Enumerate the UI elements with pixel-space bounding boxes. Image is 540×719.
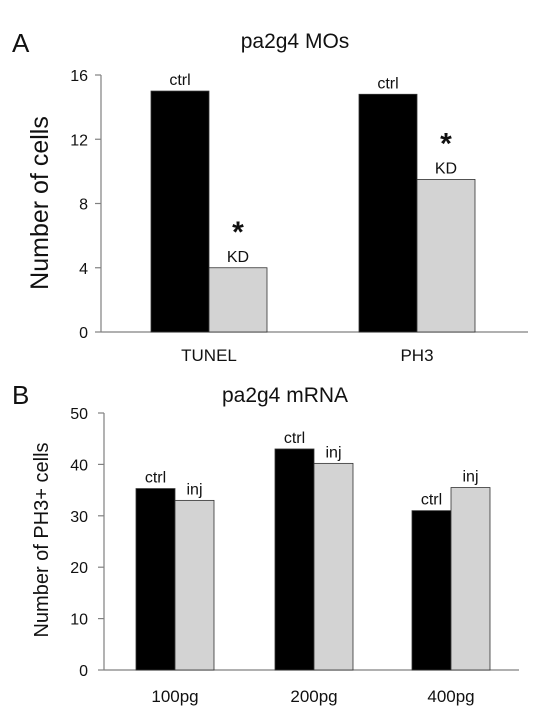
panel-a-y-tick-label: 12: [70, 132, 88, 149]
panel-b-y-tick-label: 20: [70, 560, 88, 577]
panel-b: B pa2g4 mRNA Number of PH3+ cells 0 10 20 3…: [12, 380, 519, 706]
panel-b-y-tick-label: 0: [79, 663, 88, 680]
panel-a-y-tick-label: 4: [79, 261, 88, 278]
panel-b-letter: B: [12, 380, 29, 410]
panel-a-title: pa2g4 MOs: [241, 30, 350, 53]
panel-a: A pa2g4 MOs Number of cells 0 4 8 12 16 ctrl…: [12, 28, 528, 365]
panel-b-y-tick-label: 30: [70, 509, 88, 526]
panel-a-category-label: PH3: [400, 346, 433, 365]
panel-a-bar-label: ctrl: [377, 75, 398, 92]
panel-b-y-tick-label: 50: [70, 406, 88, 423]
panel-a-significance-mark: *: [232, 216, 244, 249]
panel-b-bar-label: ctrl: [421, 492, 442, 509]
panel-b-bar-label: inj: [462, 469, 478, 486]
panel-b-y-tick-label: 40: [70, 457, 88, 474]
panel-b-category-label: 100pg: [151, 687, 198, 706]
panel-a-bar-label: ctrl: [169, 72, 190, 89]
panel-b-bar-ctrl: [411, 510, 452, 671]
panel-a-bar-ctrl: [358, 93, 418, 333]
panel-a-bar-ctrl: [150, 90, 210, 333]
panel-b-category-label: 200pg: [290, 687, 337, 706]
panel-a-y-axis-label: Number of cells: [26, 116, 54, 290]
panel-a-letter: A: [12, 28, 30, 58]
panel-b-category-label: 400pg: [427, 687, 474, 706]
panel-b-bar-label: ctrl: [145, 470, 166, 487]
panel-a-bar-treated: [416, 179, 476, 333]
panel-b-bar-treated: [313, 462, 354, 671]
panel-b-bar-label: inj: [186, 481, 202, 498]
panel-a-significance-mark: *: [440, 127, 452, 160]
panel-b-bar-label: ctrl: [284, 430, 305, 447]
panel-b-y-tick-label: 10: [70, 612, 88, 629]
panel-b-bar-ctrl: [274, 448, 315, 671]
panel-a-y-tick-label: 8: [79, 197, 88, 214]
panel-a-bar-label: KD: [435, 160, 457, 177]
panel-b-bar-treated: [450, 487, 491, 671]
panel-a-y-tick-label: 16: [70, 68, 88, 85]
panel-b-y-axis-label: Number of PH3+ cells: [31, 442, 53, 637]
panel-a-category-label: TUNEL: [181, 346, 237, 365]
panel-b-bar-treated: [174, 499, 215, 671]
panel-a-bar-treated: [208, 267, 268, 333]
panel-b-bar-label: inj: [325, 444, 341, 461]
panel-a-bar-label: KD: [227, 249, 249, 266]
panel-a-y-tick-label: 0: [79, 325, 88, 342]
panel-b-bar-ctrl: [135, 488, 176, 671]
panel-b-title: pa2g4 mRNA: [222, 384, 348, 407]
